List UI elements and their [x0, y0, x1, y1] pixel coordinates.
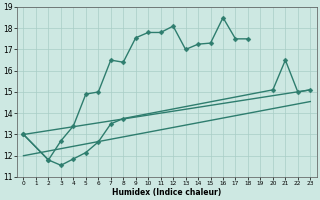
X-axis label: Humidex (Indice chaleur): Humidex (Indice chaleur): [112, 188, 221, 197]
